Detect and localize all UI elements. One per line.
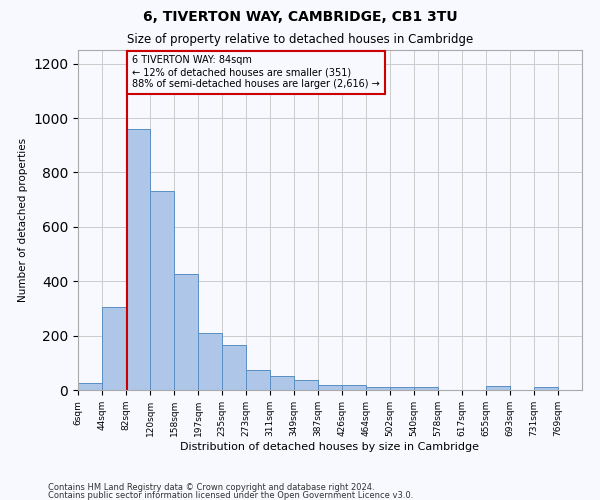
Y-axis label: Number of detached properties: Number of detached properties <box>17 138 28 302</box>
Bar <box>174 274 198 390</box>
Bar <box>342 385 366 390</box>
Bar <box>198 333 222 390</box>
Bar <box>222 345 246 390</box>
Bar <box>414 386 438 390</box>
Bar <box>534 386 558 390</box>
Text: 6, TIVERTON WAY, CAMBRIDGE, CB1 3TU: 6, TIVERTON WAY, CAMBRIDGE, CB1 3TU <box>143 10 457 24</box>
Text: Contains HM Land Registry data © Crown copyright and database right 2024.: Contains HM Land Registry data © Crown c… <box>48 484 374 492</box>
Bar <box>246 370 270 390</box>
Bar <box>78 383 102 390</box>
Text: 6 TIVERTON WAY: 84sqm
← 12% of detached houses are smaller (351)
88% of semi-det: 6 TIVERTON WAY: 84sqm ← 12% of detached … <box>133 56 380 88</box>
Bar <box>294 380 318 390</box>
Bar <box>390 386 414 390</box>
Bar <box>102 307 126 390</box>
Bar <box>270 376 294 390</box>
X-axis label: Distribution of detached houses by size in Cambridge: Distribution of detached houses by size … <box>181 442 479 452</box>
Bar <box>318 384 342 390</box>
Bar <box>150 192 174 390</box>
Text: Contains public sector information licensed under the Open Government Licence v3: Contains public sector information licen… <box>48 490 413 500</box>
Bar <box>366 386 390 390</box>
Text: Size of property relative to detached houses in Cambridge: Size of property relative to detached ho… <box>127 32 473 46</box>
Bar <box>486 386 510 390</box>
Bar <box>126 129 150 390</box>
